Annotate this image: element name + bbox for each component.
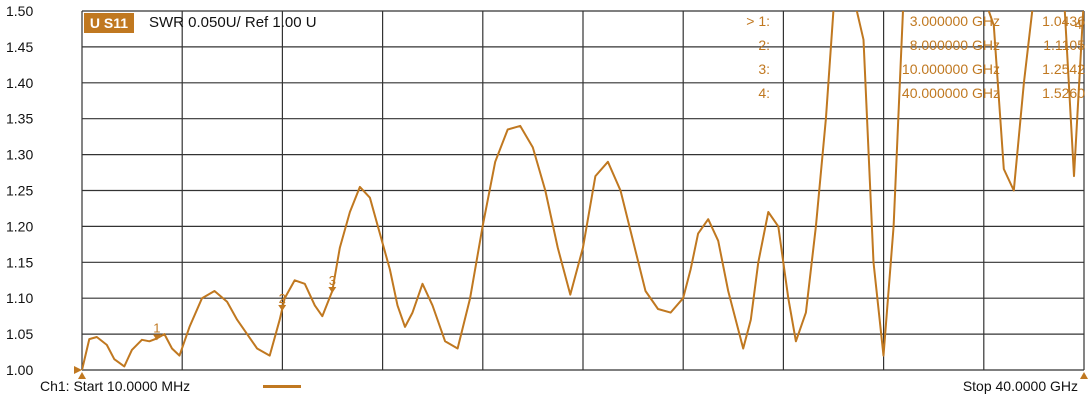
trace-marker-label: 4 bbox=[1075, 17, 1082, 32]
marker-row: 3: 10.000000 GHz 1.2542 bbox=[740, 59, 1090, 83]
marker-labels: 1 2 3 4 bbox=[152, 17, 1082, 341]
y-tick-label: 1.10 bbox=[6, 290, 33, 306]
stop-frequency-label[interactable]: Stop 40.0000 GHz bbox=[962, 378, 1078, 394]
y-tick-label: 1.45 bbox=[6, 39, 33, 55]
scale-label[interactable]: SWR 0.050U/ Ref 1.00 U bbox=[149, 14, 317, 31]
marker-id: > 1: bbox=[746, 13, 770, 29]
y-tick-label: 1.00 bbox=[6, 362, 33, 378]
marker-value: 1.0436 bbox=[1042, 13, 1085, 29]
trace-marker-label: 1 bbox=[153, 320, 160, 335]
marker-id: 3: bbox=[758, 61, 770, 77]
grid bbox=[81, 10, 1085, 371]
reference-level-arrow bbox=[74, 366, 82, 374]
trace-badge[interactable]: U S11 bbox=[84, 13, 134, 33]
edge-markers bbox=[74, 366, 1088, 379]
marker-row: 2: 8.000000 GHz 1.1105 bbox=[740, 35, 1090, 59]
marker-frequency: 8.000000 GHz bbox=[909, 37, 1000, 53]
trace-marker-triangle bbox=[328, 287, 337, 294]
channel-trace-swatch bbox=[263, 385, 301, 388]
y-tick-label: 1.50 bbox=[6, 3, 33, 19]
stop-arrow bbox=[1080, 372, 1088, 379]
start-frequency-label[interactable]: Ch1: Start 10.0000 MHz bbox=[40, 378, 191, 394]
marker-value: 1.2542 bbox=[1042, 61, 1085, 77]
marker-table: > 1: 3.000000 GHz 1.0436 2: 8.000000 GHz… bbox=[740, 11, 1090, 107]
y-tick-label: 1.25 bbox=[6, 183, 33, 199]
marker-frequency: 40.000000 GHz bbox=[901, 85, 1000, 101]
y-tick-label: 1.20 bbox=[6, 218, 33, 234]
y-tick-label: 1.35 bbox=[6, 111, 33, 127]
marker-value: 1.1105 bbox=[1043, 37, 1085, 53]
y-tick-label: 1.15 bbox=[6, 254, 33, 270]
trace-marker-label: 2 bbox=[279, 291, 286, 306]
trace bbox=[82, 11, 1084, 370]
y-tick-label: 1.30 bbox=[6, 147, 33, 163]
y-tick-labels: 1.00 1.05 1.10 1.15 1.20 1.25 1.30 1.35 1.40 1.45… bbox=[6, 3, 33, 378]
marker-frequency: 3.000000 GHz bbox=[909, 13, 1000, 29]
marker-id: 4: bbox=[758, 85, 770, 101]
start-arrow bbox=[78, 372, 86, 379]
marker-id: 2: bbox=[758, 37, 770, 53]
y-tick-label: 1.40 bbox=[6, 75, 33, 91]
marker-value: 1.5260 bbox=[1042, 85, 1085, 101]
trace-marker-triangle bbox=[152, 334, 161, 341]
trace-marker-triangle bbox=[278, 304, 287, 311]
swr-trace-line bbox=[82, 11, 1084, 370]
marker-row: 4: 40.000000 GHz 1.5260 bbox=[740, 83, 1090, 107]
marker-frequency: 10.000000 GHz bbox=[901, 61, 1000, 77]
marker-row: > 1: 3.000000 GHz 1.0436 bbox=[740, 11, 1090, 35]
y-tick-label: 1.05 bbox=[6, 326, 33, 342]
trace-marker-label: 3 bbox=[329, 273, 336, 288]
